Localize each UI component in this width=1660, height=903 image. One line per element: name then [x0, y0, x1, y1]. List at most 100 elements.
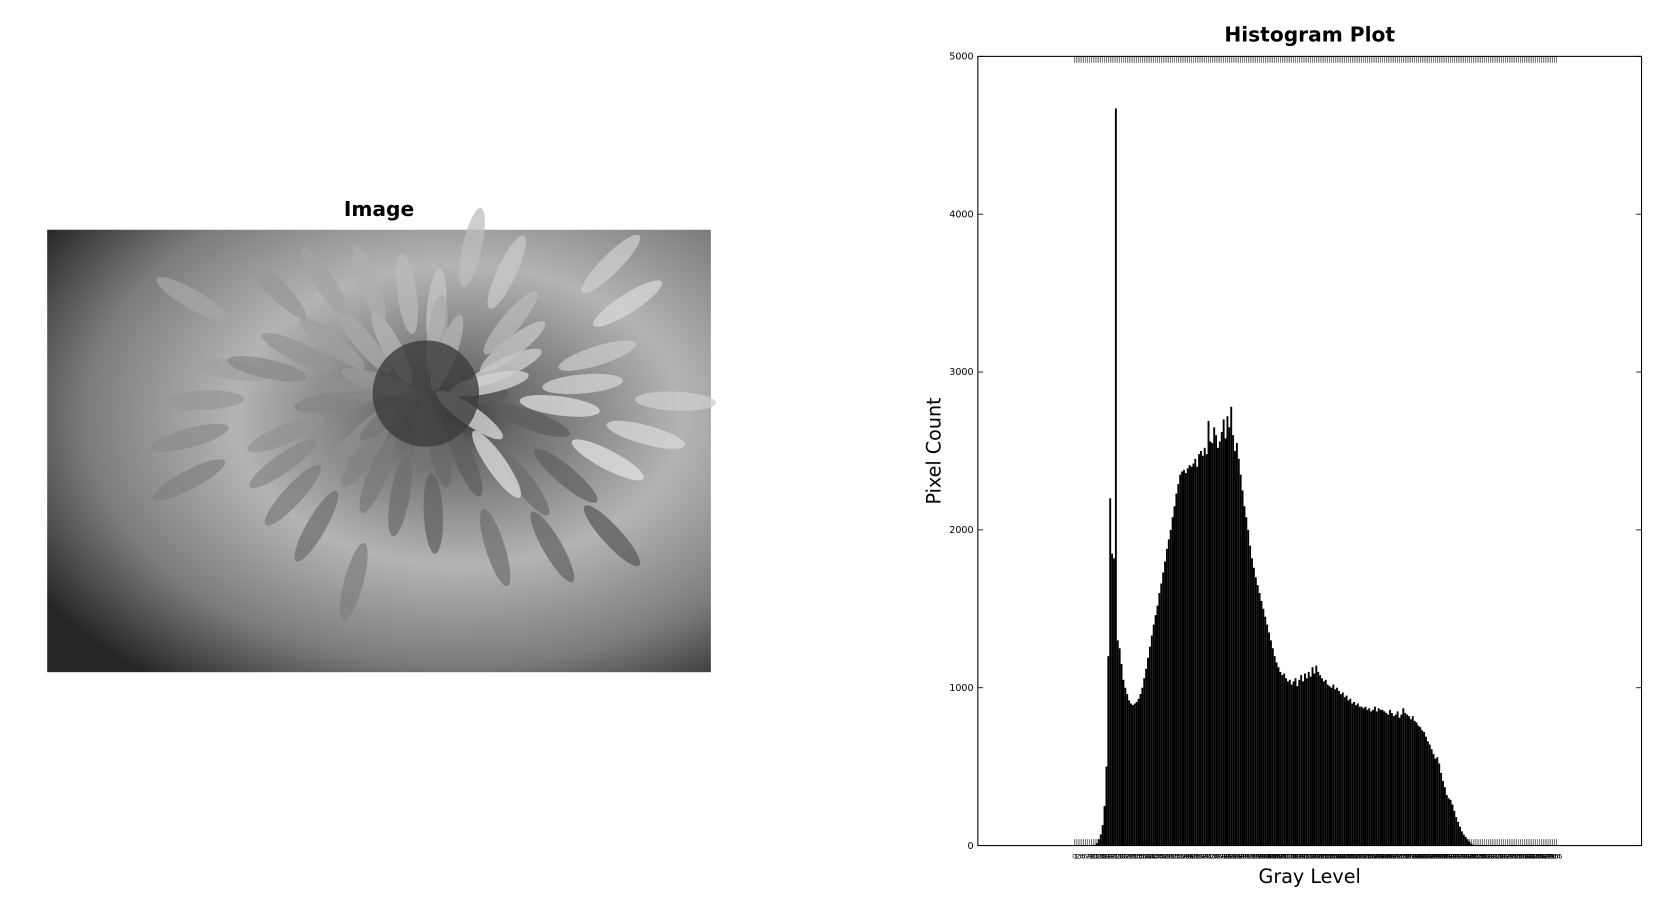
x-tick-label: 217 — [1479, 852, 1491, 860]
x-tick-label: 78 — [1218, 852, 1226, 860]
x-tick-label: 3 — [1078, 852, 1082, 860]
x-tick-label: 6 — [1084, 852, 1088, 860]
x-tick-label: 143 — [1339, 852, 1351, 860]
bar — [1165, 548, 1168, 846]
x-tick-label: 201 — [1448, 852, 1460, 860]
x-tick-label: 138 — [1329, 852, 1341, 860]
x-tick-label: 153 — [1357, 852, 1369, 860]
petal — [396, 253, 418, 334]
bar — [1324, 679, 1327, 846]
x-tick-label: 137 — [1327, 852, 1339, 860]
x-tick-label: 132 — [1318, 852, 1330, 860]
x-tick-label: 4 — [1080, 852, 1084, 860]
x-tick-label: 145 — [1342, 852, 1354, 860]
x-tick-label: 205 — [1456, 852, 1468, 860]
x-tick-label: 170 — [1390, 852, 1402, 860]
bar — [1434, 758, 1437, 846]
x-tick-label: 127 — [1308, 852, 1320, 860]
bar — [1457, 821, 1460, 846]
bar — [1294, 678, 1297, 846]
x-tick-label: 141 — [1335, 852, 1347, 860]
bar — [1141, 687, 1144, 846]
petal — [446, 421, 483, 497]
bar — [1254, 577, 1257, 846]
x-tick-label: 74 — [1210, 852, 1218, 860]
x-tick-label: 162 — [1375, 852, 1387, 860]
bar — [1139, 694, 1142, 846]
bar — [1113, 558, 1115, 846]
bar — [1338, 690, 1340, 846]
x-tick-label: 229 — [1501, 852, 1513, 860]
bar — [1241, 490, 1244, 846]
bar — [1133, 703, 1136, 846]
bar — [1286, 681, 1289, 846]
x-tick-label: 42 — [1150, 852, 1158, 860]
x-tick-label: 67 — [1197, 852, 1205, 860]
x-tick-label: 140 — [1333, 852, 1345, 860]
bar — [1451, 804, 1454, 846]
x-tick-label: 131 — [1316, 852, 1328, 860]
x-tick-label: 75 — [1212, 852, 1220, 860]
x-tick-label: 80 — [1221, 852, 1229, 860]
bar — [1402, 708, 1405, 846]
bar — [1453, 810, 1456, 846]
x-tick-label: 248 — [1537, 852, 1549, 860]
bar — [1459, 826, 1461, 846]
bar — [1131, 705, 1134, 846]
x-tick-label: 32 — [1131, 852, 1139, 860]
x-tick-label: 206 — [1458, 852, 1470, 860]
bar — [1171, 517, 1174, 846]
bar — [1111, 553, 1114, 846]
bar — [1339, 694, 1342, 846]
x-tick-label: 223 — [1490, 852, 1502, 860]
x-tick-label: 200 — [1446, 852, 1458, 860]
bar — [1271, 648, 1274, 846]
bar — [1135, 701, 1138, 846]
y-tick-label: 2000 — [949, 525, 973, 536]
x-tick-label: 181 — [1410, 852, 1422, 860]
bar — [1417, 725, 1420, 846]
bar — [1334, 689, 1337, 846]
x-tick-label: 253 — [1547, 852, 1559, 860]
bar — [1182, 469, 1185, 846]
x-tick-label: 252 — [1545, 852, 1557, 860]
bar — [1283, 673, 1286, 846]
x-tick-label: 243 — [1528, 852, 1540, 860]
x-tick-label: 112 — [1280, 852, 1292, 860]
petal — [480, 508, 511, 587]
bar — [1351, 703, 1354, 846]
petal — [542, 373, 623, 395]
x-tick-label: 168 — [1386, 852, 1398, 860]
x-tick-label: 64 — [1191, 852, 1199, 860]
x-tick-label: 224 — [1492, 852, 1504, 860]
bar — [1392, 716, 1395, 846]
x-tick-label: 219 — [1482, 852, 1494, 860]
x-tick-label: 123 — [1301, 852, 1313, 860]
x-tick-label: 212 — [1469, 852, 1481, 860]
x-tick-label: 159 — [1369, 852, 1381, 860]
x-tick-label: 92 — [1244, 852, 1252, 860]
bar — [1275, 662, 1278, 846]
petal — [352, 246, 386, 323]
bar — [1109, 498, 1112, 846]
bar — [1235, 443, 1238, 846]
bar — [1207, 420, 1210, 846]
x-tick-label: 182 — [1412, 852, 1424, 860]
x-tick-label: 197 — [1441, 852, 1453, 860]
bar — [1347, 700, 1350, 846]
x-tick-label: 106 — [1269, 852, 1281, 860]
bar — [1432, 754, 1435, 846]
x-tick-label: 125 — [1305, 852, 1317, 860]
image-title: Image — [344, 197, 414, 221]
x-tick-label: 30 — [1127, 852, 1135, 860]
bar — [1228, 427, 1231, 846]
x-tick-label: 18 — [1104, 852, 1112, 860]
x-tick-label: 242 — [1526, 852, 1538, 860]
y-tick-label: 5000 — [949, 52, 973, 63]
x-tick-label: 235 — [1513, 852, 1525, 860]
bar — [1150, 635, 1153, 846]
bar — [1200, 450, 1202, 846]
x-tick-label: 45 — [1155, 852, 1163, 860]
x-tick-label: 59 — [1182, 852, 1190, 860]
x-tick-label: 157 — [1365, 852, 1377, 860]
